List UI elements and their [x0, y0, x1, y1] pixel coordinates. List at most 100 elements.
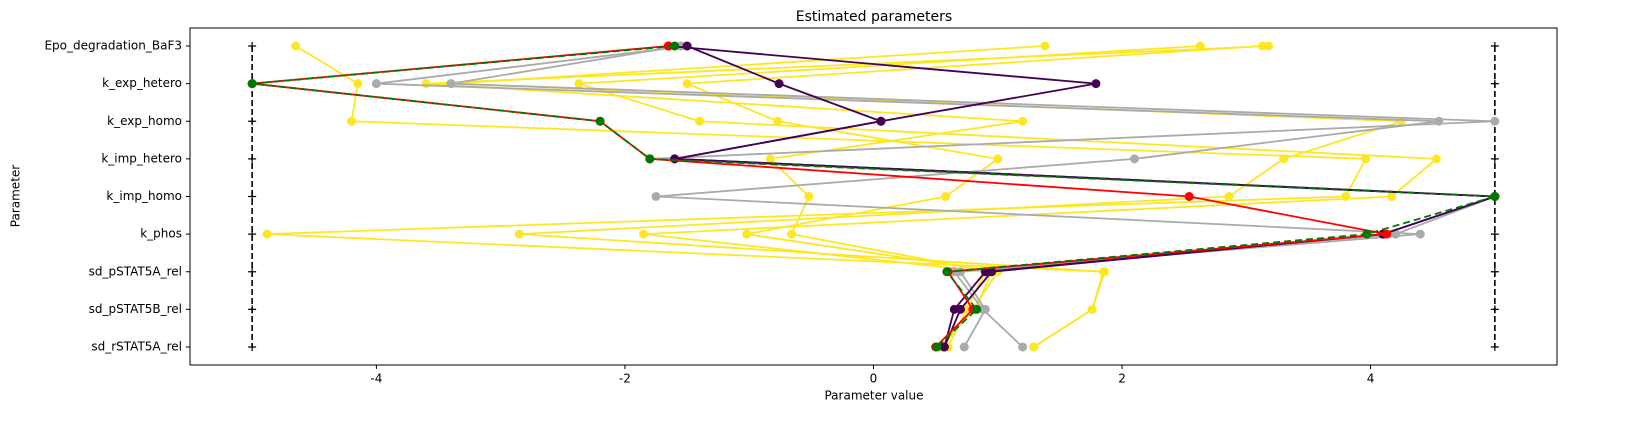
bound-marker: [1490, 79, 1499, 88]
bound-marker: [248, 154, 257, 163]
point: [1224, 192, 1234, 201]
y-tick-label: sd_rSTAT5A_rel: [91, 340, 182, 354]
x-axis-label: Parameter value: [824, 389, 923, 403]
point: [651, 192, 661, 201]
point: [695, 116, 705, 126]
bound-marker: [248, 343, 257, 351]
point: [353, 79, 363, 89]
point: [962, 304, 972, 314]
point: [1431, 154, 1441, 164]
chart-title: Estimated parameters: [796, 9, 952, 25]
point: [682, 41, 692, 51]
y-tick-label: sd_pSTAT5B_rel: [89, 302, 182, 316]
point: [1018, 342, 1028, 352]
bound-marker: [1490, 305, 1499, 314]
point: [959, 342, 969, 352]
y-tick-label: k_imp_hetero: [101, 151, 182, 165]
x-tick-label: -4: [370, 372, 382, 386]
series-line: [674, 45, 1496, 348]
point: [1087, 304, 1097, 314]
point: [1029, 342, 1039, 352]
x-tick-label: 2: [1118, 372, 1126, 386]
series-line: [252, 45, 1496, 348]
x-tick-label: -2: [619, 372, 631, 386]
point: [993, 154, 1003, 164]
point: [262, 229, 272, 239]
x-tick-label: 0: [870, 372, 878, 386]
y-tick-label: k_exp_hetero: [102, 76, 182, 90]
series-line: [426, 45, 1269, 348]
point: [1018, 116, 1028, 126]
series-line: [578, 45, 1439, 348]
point: [955, 304, 965, 314]
point: [774, 79, 784, 89]
y-tick-label: sd_pSTAT5A_rel: [89, 264, 182, 278]
point: [942, 267, 952, 277]
series-line: [668, 45, 1496, 348]
point: [645, 154, 655, 164]
bound-marker: [248, 230, 257, 239]
bound-marker: [248, 192, 257, 201]
bound-marker: [1490, 154, 1499, 163]
y-tick-label: Epo_degradation_BaF3: [44, 39, 182, 53]
point: [1490, 192, 1500, 201]
series-line: [267, 45, 1368, 348]
point: [574, 79, 584, 89]
point: [595, 116, 605, 126]
point: [1490, 116, 1500, 126]
point: [876, 116, 886, 126]
bound-marker: [248, 305, 257, 314]
point: [1098, 267, 1108, 277]
point: [682, 79, 692, 89]
point: [421, 79, 431, 89]
point: [676, 41, 686, 51]
point: [742, 229, 752, 239]
bound-marker: [248, 42, 257, 50]
point: [1361, 154, 1371, 164]
point: [765, 154, 775, 164]
point: [941, 192, 951, 201]
point: [939, 342, 949, 352]
point: [972, 304, 982, 314]
point: [1382, 229, 1392, 239]
bound-marker: [1490, 267, 1499, 276]
point: [949, 304, 959, 314]
point: [1129, 154, 1139, 164]
y-axis-label: Parameter: [9, 165, 23, 227]
bound-marker: [248, 117, 257, 126]
point: [639, 229, 649, 239]
point: [670, 154, 680, 164]
point: [1091, 79, 1101, 89]
point: [786, 229, 796, 239]
point: [1387, 192, 1397, 201]
point: [247, 79, 257, 89]
point: [1415, 229, 1425, 239]
point: [932, 342, 942, 352]
point: [1279, 154, 1289, 164]
point: [1184, 192, 1194, 201]
plot-frame: [189, 27, 1558, 366]
series-line: [686, 45, 1263, 348]
point: [804, 192, 814, 201]
point: [291, 41, 301, 51]
point: [773, 116, 783, 126]
y-tick-label: k_phos: [140, 227, 182, 241]
bound-marker: [1490, 42, 1499, 50]
point: [514, 229, 524, 239]
y-tick-label: k_imp_homo: [106, 189, 182, 203]
point: [1390, 229, 1400, 239]
bound-marker: [1490, 230, 1499, 239]
point: [1040, 41, 1050, 51]
point: [371, 79, 381, 89]
bound-marker: [1490, 343, 1499, 351]
point: [347, 116, 357, 126]
point: [978, 304, 988, 314]
y-tick-label: k_exp_homo: [107, 114, 182, 128]
point: [446, 79, 456, 89]
x-tick-label: 4: [1367, 372, 1375, 386]
bound-marker: [248, 267, 257, 276]
point: [1362, 229, 1372, 239]
point: [1264, 41, 1274, 51]
point: [670, 41, 680, 51]
